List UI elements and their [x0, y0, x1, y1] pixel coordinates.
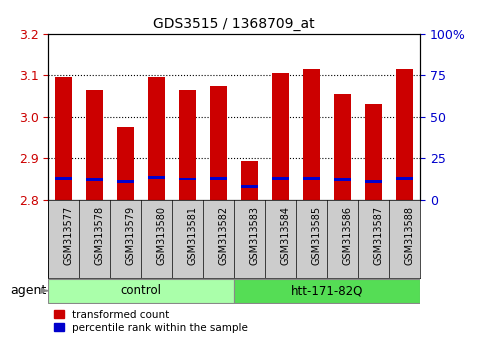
Text: control: control: [121, 284, 162, 297]
Bar: [55, 177, 72, 180]
Text: GSM313580: GSM313580: [157, 206, 167, 265]
Text: GSM313585: GSM313585: [312, 206, 322, 266]
Bar: [396, 177, 413, 180]
Bar: [272, 177, 289, 180]
Bar: [55, 77, 72, 200]
Bar: [303, 69, 320, 200]
Bar: [365, 181, 382, 183]
Bar: [334, 94, 351, 200]
Text: GSM313582: GSM313582: [219, 206, 229, 266]
Bar: [179, 90, 196, 200]
Bar: [365, 104, 382, 200]
Text: GSM313583: GSM313583: [250, 206, 260, 265]
Bar: [48, 279, 234, 303]
Bar: [241, 185, 258, 188]
Text: GSM313579: GSM313579: [126, 206, 136, 266]
Bar: [234, 279, 420, 303]
Bar: [117, 181, 134, 183]
Text: GSM313586: GSM313586: [343, 206, 353, 265]
Bar: [396, 69, 413, 200]
Bar: [210, 86, 227, 200]
Title: GDS3515 / 1368709_at: GDS3515 / 1368709_at: [154, 17, 315, 31]
Bar: [179, 178, 196, 181]
Bar: [272, 73, 289, 200]
Bar: [117, 127, 134, 200]
Bar: [334, 178, 351, 181]
Text: GSM313577: GSM313577: [64, 206, 74, 266]
Bar: [241, 161, 258, 200]
Bar: [210, 177, 227, 180]
Text: GSM313584: GSM313584: [281, 206, 291, 265]
Legend: transformed count, percentile rank within the sample: transformed count, percentile rank withi…: [54, 310, 248, 333]
Text: htt-171-82Q: htt-171-82Q: [291, 284, 363, 297]
Text: GSM313588: GSM313588: [405, 206, 415, 265]
Bar: [86, 90, 103, 200]
Text: GSM313578: GSM313578: [95, 206, 105, 266]
Text: agent: agent: [11, 284, 47, 297]
Bar: [148, 77, 165, 200]
Bar: [148, 176, 165, 179]
Bar: [303, 177, 320, 180]
Bar: [86, 178, 103, 181]
Text: GSM313587: GSM313587: [374, 206, 384, 266]
Text: GSM313581: GSM313581: [188, 206, 198, 265]
